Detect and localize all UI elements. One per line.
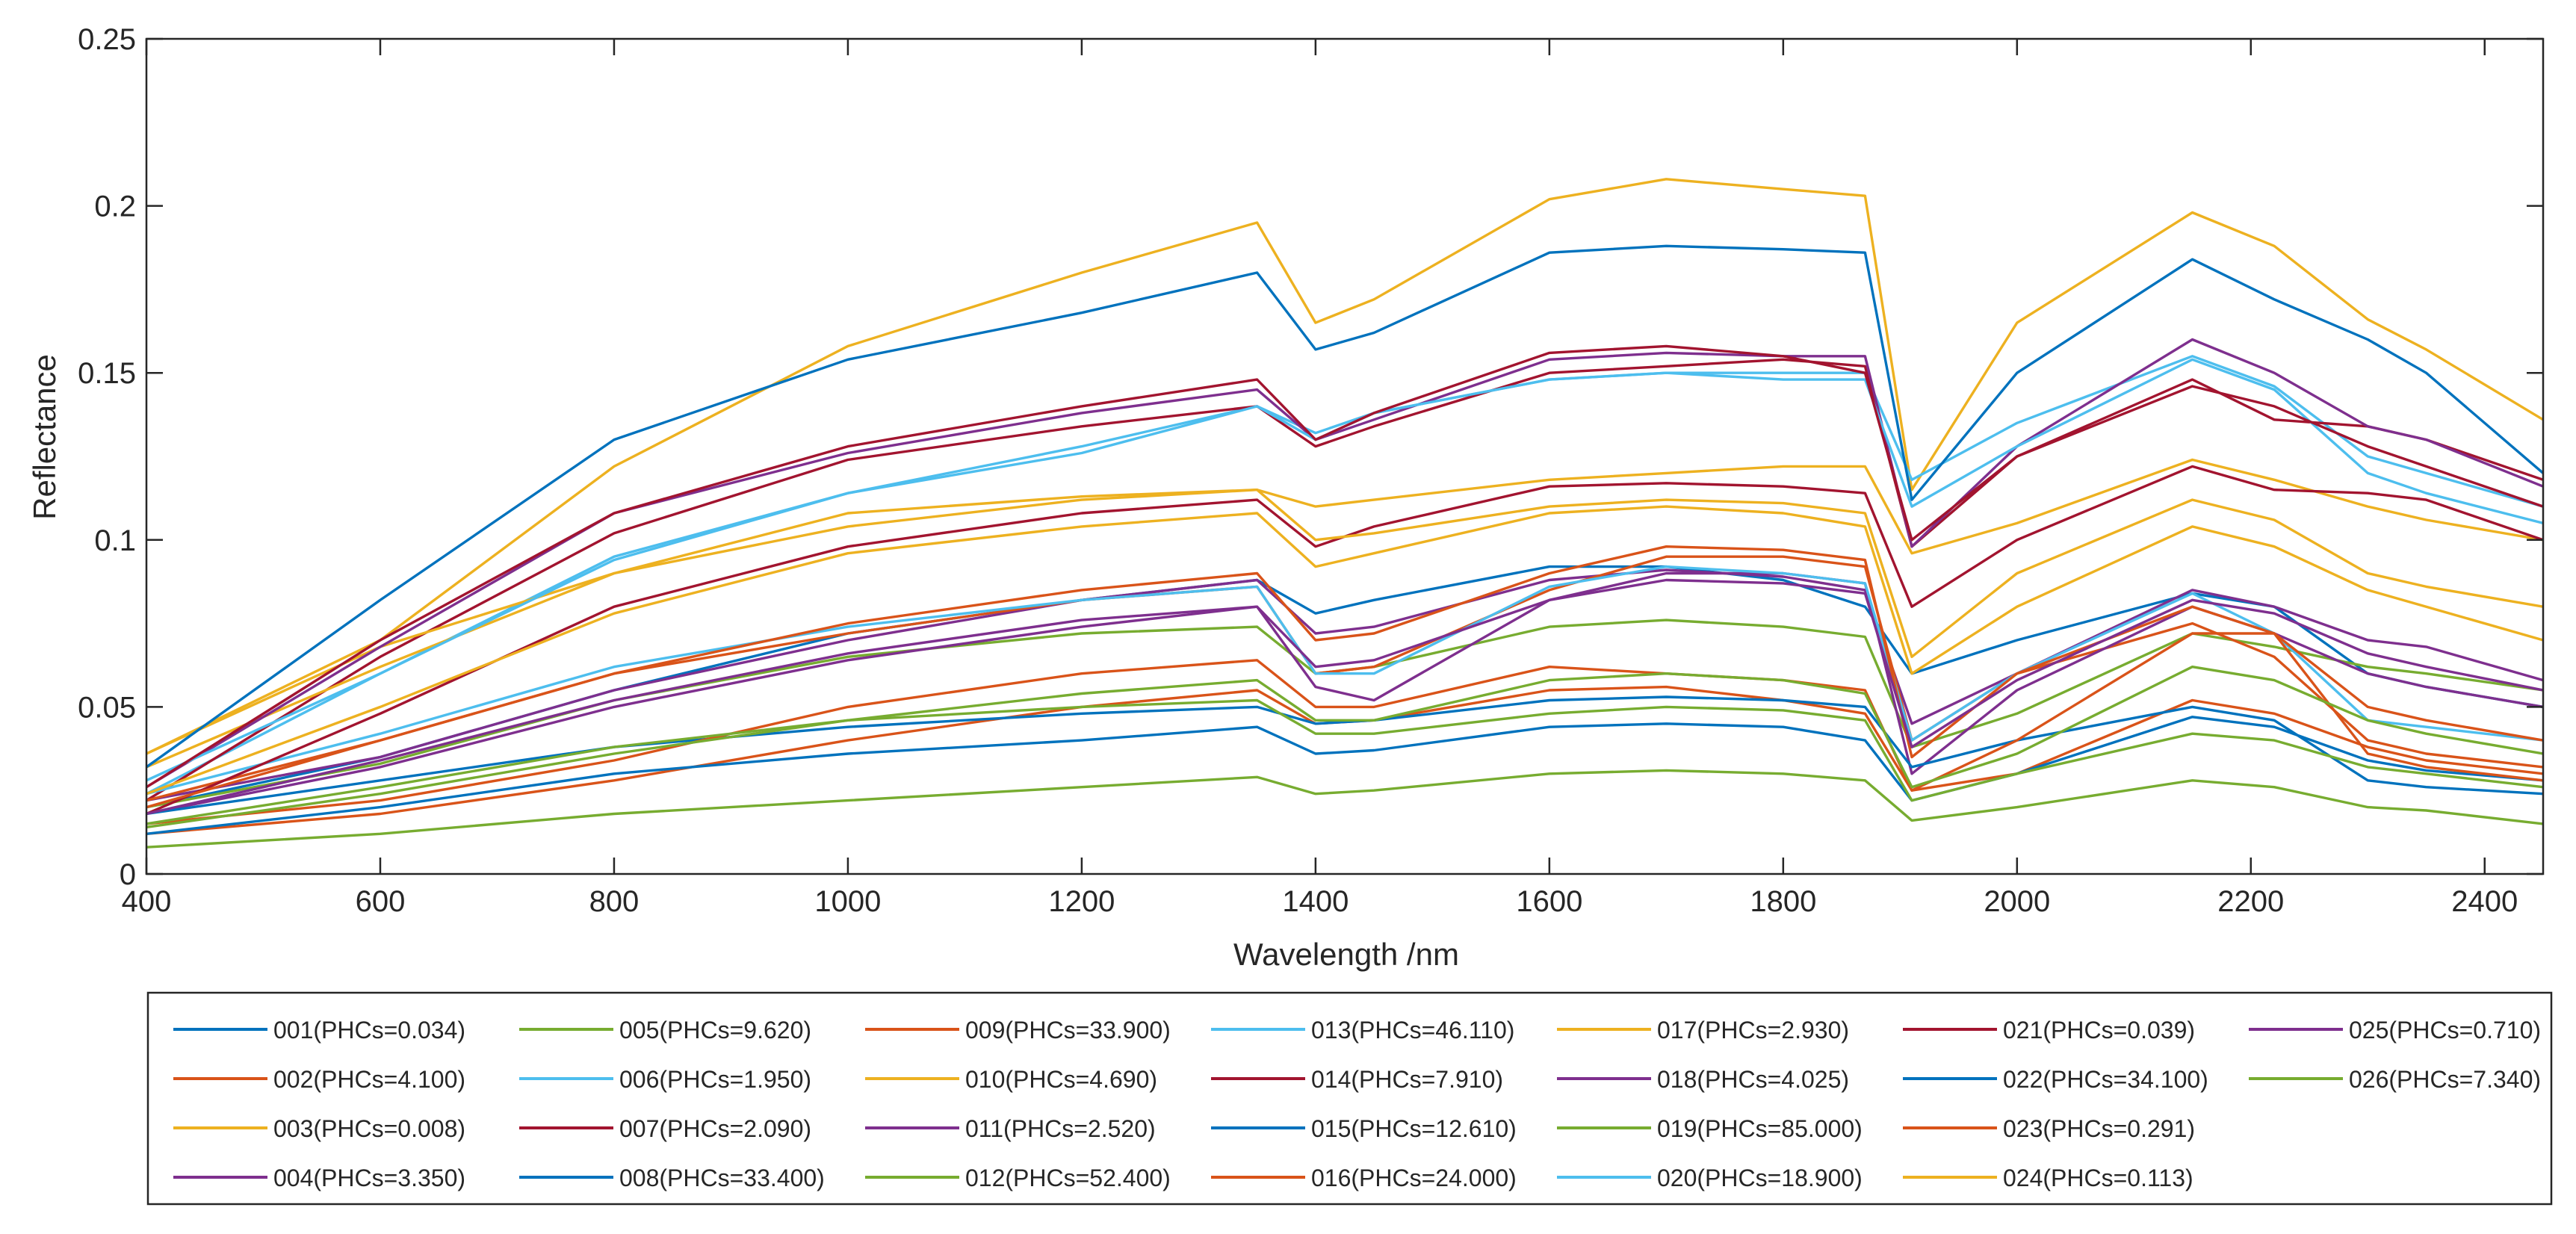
legend-item: 024(PHCs=0.113)	[1903, 1165, 2193, 1191]
series-line-20	[146, 358, 2543, 782]
legend-item: 002(PHCs=4.100)	[173, 1066, 465, 1093]
legend-item: 013(PHCs=46.110)	[1211, 1017, 1514, 1044]
series-line-12	[146, 769, 2543, 849]
x-tick-label: 2400	[2451, 885, 2518, 918]
legend-label: 024(PHCs=0.113)	[2003, 1165, 2193, 1191]
series-line-26	[146, 666, 2543, 829]
series-line-9	[146, 555, 2543, 802]
x-tick-label: 1000	[814, 885, 881, 918]
legend-item: 023(PHCs=0.291)	[1903, 1115, 2195, 1142]
y-tick-label: 0	[120, 858, 136, 891]
plot-layer	[146, 178, 2543, 849]
legend-label: 018(PHCs=4.025)	[1657, 1066, 1849, 1093]
legend-item: 003(PHCs=0.008)	[173, 1115, 465, 1142]
series-line-2	[146, 685, 2543, 836]
series-line-7	[146, 358, 2543, 802]
y-tick-label: 0.1	[94, 524, 136, 557]
x-tick-label: 600	[356, 885, 406, 918]
legend-label: 020(PHCs=18.900)	[1657, 1165, 1863, 1191]
legend-label: 014(PHCs=7.910)	[1311, 1066, 1503, 1093]
legend-item: 006(PHCs=1.950)	[519, 1066, 811, 1093]
legend-item: 017(PHCs=2.930)	[1557, 1017, 1849, 1044]
series-line-18	[146, 338, 2543, 789]
legend-item: 001(PHCs=0.034)	[173, 1017, 465, 1044]
y-tick-label: 0.2	[94, 190, 136, 223]
legend-label: 017(PHCs=2.930)	[1657, 1017, 1849, 1044]
series-line-24	[146, 505, 2543, 796]
x-tick-label: 1600	[1516, 885, 1582, 918]
legend-item: 020(PHCs=18.900)	[1557, 1165, 1863, 1191]
legend-label: 026(PHCs=7.340)	[2349, 1066, 2541, 1093]
series-line-17	[146, 489, 2543, 769]
x-tick-label: 1200	[1048, 885, 1115, 918]
legend-item: 011(PHCs=2.520)	[865, 1115, 1156, 1142]
legend-label: 012(PHCs=52.400)	[965, 1165, 1171, 1191]
series-line-3	[146, 178, 2543, 755]
legend: 001(PHCs=0.034) 002(PHCs=4.100) 003(PHCs=0…	[146, 991, 2553, 1206]
legend-label: 019(PHCs=85.000)	[1657, 1115, 1863, 1142]
series-line-15	[146, 695, 2543, 816]
y-tick-label: 0.05	[78, 691, 136, 724]
legend-item: 004(PHCs=3.350)	[173, 1165, 465, 1191]
legend-item: 025(PHCs=0.710)	[2249, 1017, 2541, 1044]
y-axis-label: Reflectance	[27, 354, 62, 520]
series-line-21	[146, 344, 2543, 789]
legend-label: 011(PHCs=2.520)	[965, 1115, 1156, 1142]
legend-item: 021(PHCs=0.039)	[1903, 1017, 2195, 1044]
series-line-14	[146, 465, 2543, 816]
legend-label: 016(PHCs=24.000)	[1311, 1165, 1517, 1191]
legend-label: 015(PHCs=12.610)	[1311, 1115, 1517, 1142]
legend-item: 008(PHCs=33.400)	[519, 1165, 825, 1191]
legend-item: 018(PHCs=4.025)	[1557, 1066, 1849, 1093]
legend-label: 005(PHCs=9.620)	[619, 1017, 811, 1044]
legend-label: 001(PHCs=0.034)	[273, 1017, 465, 1044]
plot-frame	[145, 37, 2545, 875]
legend-label: 025(PHCs=0.710)	[2349, 1017, 2541, 1044]
x-tick-label: 2200	[2217, 885, 2284, 918]
legend-item: 022(PHCs=34.100)	[1903, 1066, 2208, 1093]
legend-label: 006(PHCs=1.950)	[619, 1066, 811, 1093]
legend-label: 004(PHCs=3.350)	[273, 1165, 465, 1191]
legend-label: 013(PHCs=46.110)	[1311, 1017, 1514, 1044]
series-line-23	[146, 545, 2543, 809]
legend-label: 022(PHCs=34.100)	[2003, 1066, 2208, 1093]
legend-item: 019(PHCs=85.000)	[1557, 1115, 1863, 1142]
legend-item: 015(PHCs=12.610)	[1211, 1115, 1517, 1142]
legend-label: 009(PHCs=33.900)	[965, 1017, 1171, 1044]
x-tick-label: 800	[589, 885, 640, 918]
x-tick-label: 1400	[1282, 885, 1349, 918]
legend-label: 008(PHCs=33.400)	[619, 1165, 825, 1191]
legend-label: 010(PHCs=4.690)	[965, 1066, 1157, 1093]
legend-label: 021(PHCs=0.039)	[2003, 1017, 2195, 1044]
series-line-25	[146, 578, 2543, 816]
series-line-10	[146, 458, 2543, 755]
legend-item: 010(PHCs=4.690)	[865, 1066, 1157, 1093]
y-tick-label: 0.15	[78, 357, 136, 390]
axes-layer: 400 600 800 1000 1200 1400 1600 1800 2000 2200 240…	[78, 23, 2545, 918]
legend-item: 014(PHCs=7.910)	[1211, 1066, 1503, 1093]
legend-item: 016(PHCs=24.000)	[1211, 1165, 1517, 1191]
series-line-5	[146, 618, 2543, 809]
legend-item: 005(PHCs=9.620)	[519, 1017, 811, 1044]
legend-label: 007(PHCs=2.090)	[619, 1115, 811, 1142]
legend-label: 003(PHCs=0.008)	[273, 1115, 465, 1142]
series-line-8	[146, 716, 2543, 836]
x-axis-label: Wavelength /nm	[1233, 937, 1459, 972]
y-tick-label: 0.25	[78, 23, 136, 56]
x-tick-label: 2000	[1984, 885, 2050, 918]
series-line-22	[146, 244, 2543, 769]
legend-item: 007(PHCs=2.090)	[519, 1115, 811, 1142]
legend-label: 023(PHCs=0.291)	[2003, 1115, 2195, 1142]
legend-label: 002(PHCs=4.100)	[273, 1066, 465, 1093]
series-line-4	[146, 568, 2543, 802]
legend-item: 012(PHCs=52.400)	[865, 1165, 1171, 1191]
x-tick-label: 400	[122, 885, 172, 918]
x-tick-label: 1800	[1750, 885, 1816, 918]
legend-item: 026(PHCs=7.340)	[2249, 1066, 2541, 1093]
legend-item: 009(PHCs=33.900)	[865, 1017, 1171, 1044]
